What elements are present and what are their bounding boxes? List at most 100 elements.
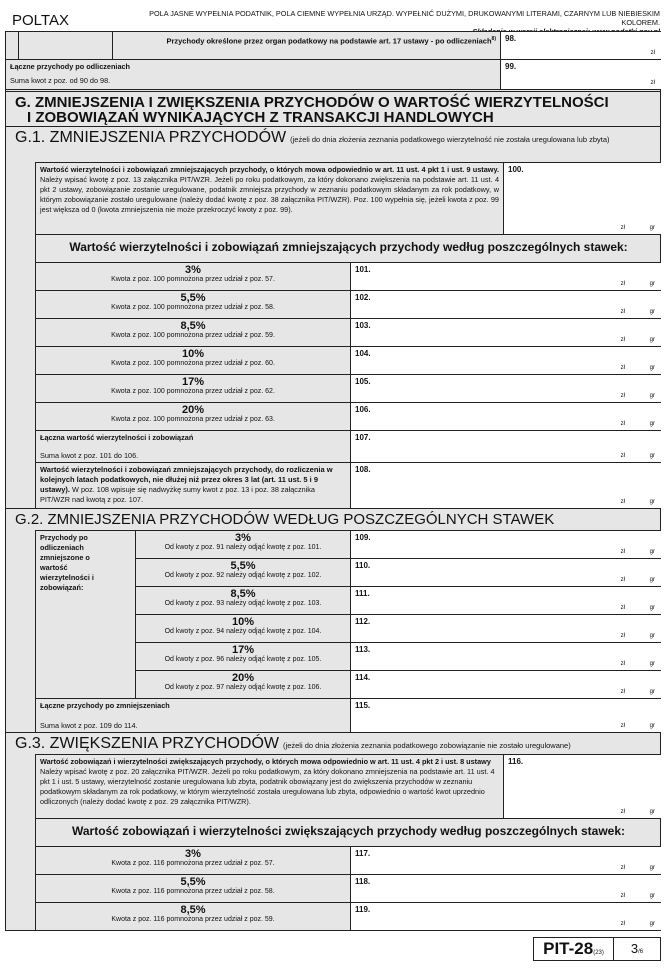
field-number: 113. <box>355 645 371 654</box>
field-106[interactable]: 106. zł gr <box>350 402 661 430</box>
rate-note: Kwota z poz. 116 pomnożona przez udział … <box>111 860 275 867</box>
currency-zl: zł <box>620 453 625 459</box>
rate-note: Od kwoty z poz. 91 należy odjąć kwotę z … <box>164 544 322 551</box>
rate-row-label: 3% Od kwoty z poz. 91 należy odjąć kwotę … <box>135 530 350 558</box>
currency-zl: zł <box>620 689 625 695</box>
rate-note: Od kwoty z poz. 96 należy odjąć kwotę z … <box>164 656 322 663</box>
rate-row-label: 5,5% Kwota z poz. 100 pomnożona przez udz… <box>35 290 350 318</box>
rate-note: Kwota z poz. 116 pomnożona przez udział … <box>111 888 275 895</box>
rate-note: Kwota z poz. 100 pomnożona przez udział … <box>111 276 275 283</box>
currency-zl: zł <box>620 577 625 583</box>
currency-gr: gr <box>649 421 655 427</box>
rate-label: 8,5% <box>180 904 206 916</box>
field-113[interactable]: 113. zł gr <box>350 642 661 670</box>
rate-label: 3% <box>235 532 251 544</box>
field-number: 107. <box>355 433 371 442</box>
rate-row-label: 5,5% Kwota z poz. 116 pomnożona przez udz… <box>35 874 350 902</box>
currency-zl: zł <box>620 809 625 815</box>
rate-label: 8,5% <box>230 588 256 600</box>
field-number: 111. <box>355 589 370 598</box>
page-number: 3 <box>630 941 639 956</box>
field-number: 119. <box>355 905 371 914</box>
field-number: 103. <box>355 321 371 330</box>
row-100-text: Należy wpisać kwotę z poz. 13 załącznika… <box>40 175 499 214</box>
field-108[interactable]: 108. zł gr <box>350 462 661 508</box>
field-112[interactable]: 112. zł gr <box>350 614 661 642</box>
row-100-bold: Wartość wierzytelności i zobowiązań zmni… <box>40 165 499 174</box>
field-101[interactable]: 101. zł gr <box>350 262 661 290</box>
field-105[interactable]: 105. zł gr <box>350 374 661 402</box>
field-103[interactable]: 103. zł gr <box>350 318 661 346</box>
rate-label: 8,5% <box>180 320 206 332</box>
g3-subtitle-text: Wartość zobowiązań i wierzytelności zwię… <box>71 824 626 838</box>
rate-row-label: 10% Kwota z poz. 100 pomnożona przez udzi… <box>35 346 350 374</box>
field-107[interactable]: 107. zł gr <box>350 430 661 462</box>
g3-header: G.3. ZWIĘKSZENIA PRZYCHODÓW (jeżeli do dn… <box>5 732 661 754</box>
row-107-title: Łączna wartość wierzytelności i zobowiąz… <box>40 433 194 442</box>
rate-row-label: 8,5% Kwota z poz. 100 pomnożona przez udz… <box>35 318 350 346</box>
g3-subtitle: Wartość zobowiązań i wierzytelności zwię… <box>35 818 661 846</box>
rate-note: Od kwoty z poz. 92 należy odjąć kwotę z … <box>164 572 322 579</box>
rate-label: 5,5% <box>180 292 206 304</box>
field-99[interactable]: 99. zł <box>500 59 661 89</box>
rate-label: 3% <box>185 264 201 276</box>
currency-gr: gr <box>649 309 655 315</box>
currency-zl: zł <box>620 549 625 555</box>
rate-note: Kwota z poz. 100 pomnożona przez udział … <box>111 416 275 423</box>
field-102[interactable]: 102. zł gr <box>350 290 661 318</box>
row-115-label: Łączne przychody po zmniejszeniach Suma k… <box>35 698 350 732</box>
field-number: 98. <box>505 34 517 43</box>
row-99-label: Łączne przychody po odliczeniach Suma kwo… <box>5 59 500 89</box>
field-115[interactable]: 115. zł gr <box>350 698 661 732</box>
field-109[interactable]: 109. zł gr <box>350 530 661 558</box>
currency-zl: zł <box>620 633 625 639</box>
field-119[interactable]: 119. zł gr <box>350 902 661 930</box>
g2-title: G.2. ZMNIEJSZENIA PRZYCHODÓW WEDŁUG POSZ… <box>15 511 555 528</box>
rate-row-label: 10% Od kwoty z poz. 94 należy odjąć kwotę… <box>135 614 350 642</box>
rate-row-label: 17% Od kwoty z poz. 96 należy odjąć kwotę… <box>135 642 350 670</box>
section-g-header: G. ZMNIEJSZENIA I ZWIĘKSZENIA PRZYCHODÓW… <box>5 92 661 126</box>
field-114[interactable]: 114. zł gr <box>350 670 661 698</box>
rate-label: 20% <box>181 404 205 416</box>
rate-label: 17% <box>181 376 205 388</box>
row-108-text: W poz. 108 wpisuje się nadwyżkę sumy kwo… <box>40 485 315 504</box>
field-111[interactable]: 111. zł gr <box>350 586 661 614</box>
instructions-text: POLA JASNE WYPEŁNIA PODATNIK, POLA CIEMN… <box>149 9 660 27</box>
page-total: /6 <box>638 949 644 955</box>
currency-zl: zł <box>620 605 625 611</box>
row-116-text: Należy wpisać kwotę z poz. 20 załącznika… <box>40 767 495 806</box>
g1-title: G.1. ZMNIEJSZENIA PRZYCHODÓW <box>15 129 287 146</box>
currency-gr: gr <box>649 723 655 729</box>
field-number: 108. <box>355 465 371 474</box>
rate-note: Od kwoty z poz. 97 należy odjąć kwotę z … <box>164 684 322 691</box>
field-110[interactable]: 110. zł gr <box>350 558 661 586</box>
field-number: 102. <box>355 293 371 302</box>
field-number: 105. <box>355 377 371 386</box>
rate-label: 3% <box>185 848 201 860</box>
field-118[interactable]: 118. zł gr <box>350 874 661 902</box>
currency-zl: zł <box>620 337 625 343</box>
currency-gr: gr <box>649 365 655 371</box>
row-100-desc: Wartość wierzytelności i zobowiązań zmni… <box>35 162 503 234</box>
field-number: 112. <box>355 617 371 626</box>
field-number: 110. <box>355 561 371 570</box>
field-98[interactable]: 98. zł <box>500 31 661 59</box>
currency-zl: zł <box>620 865 625 871</box>
rate-label: 5,5% <box>180 876 206 888</box>
rate-row-label: 20% Od kwoty z poz. 97 należy odjąć kwotę… <box>135 670 350 698</box>
section-g-title-1: G. ZMNIEJSZENIA I ZWIĘKSZENIA PRZYCHODÓW… <box>15 94 609 111</box>
rate-label: 10% <box>231 616 255 628</box>
currency-gr: gr <box>649 809 655 815</box>
field-116[interactable]: 116. zł gr <box>503 754 661 818</box>
rate-note: Kwota z poz. 100 pomnożona przez udział … <box>111 360 275 367</box>
currency-gr: gr <box>649 577 655 583</box>
rate-row-label: 3% Kwota z poz. 116 pomnożona przez udzia… <box>35 846 350 874</box>
field-117[interactable]: 117. zł gr <box>350 846 661 874</box>
currency-gr: gr <box>649 499 655 505</box>
row-116-bold: Wartość zobowiązań i wierzytelności zwię… <box>40 757 491 766</box>
rate-label: 17% <box>231 644 255 656</box>
field-100[interactable]: 100. zł gr <box>503 162 661 234</box>
field-104[interactable]: 104. zł gr <box>350 346 661 374</box>
g1-header: G.1. ZMNIEJSZENIA PRZYCHODÓW (jeżeli do d… <box>5 126 661 162</box>
rate-row-label: 17% Kwota z poz. 100 pomnożona przez udzi… <box>35 374 350 402</box>
